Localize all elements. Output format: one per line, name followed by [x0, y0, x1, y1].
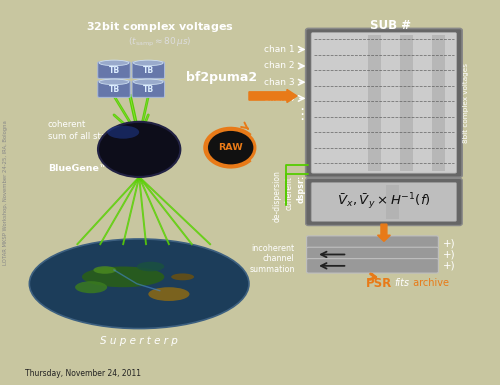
Ellipse shape	[171, 273, 194, 280]
Ellipse shape	[99, 79, 129, 85]
Text: coherent: coherent	[284, 176, 294, 211]
Text: PSR: PSR	[366, 276, 392, 290]
Text: +): +)	[442, 238, 455, 248]
Ellipse shape	[75, 281, 107, 293]
Text: TB: TB	[143, 66, 154, 75]
FancyBboxPatch shape	[306, 259, 438, 273]
Text: 8bit complex voltages: 8bit complex voltages	[464, 63, 469, 143]
Text: summation: summation	[249, 265, 294, 274]
FancyArrow shape	[378, 224, 390, 241]
Text: chan 4: chan 4	[264, 94, 294, 103]
Bar	[386, 184, 399, 219]
Text: BlueGene™: BlueGene™	[48, 164, 108, 173]
Text: SUB #: SUB #	[370, 19, 412, 32]
Ellipse shape	[107, 126, 139, 139]
Ellipse shape	[134, 60, 163, 65]
Text: ⋮: ⋮	[294, 107, 309, 122]
FancyArrow shape	[249, 89, 297, 102]
Text: bf2puma2: bf2puma2	[186, 70, 257, 84]
Text: chan 3: chan 3	[264, 78, 294, 87]
Text: fits: fits	[394, 278, 409, 288]
Ellipse shape	[99, 60, 129, 65]
Text: TB: TB	[143, 85, 154, 94]
FancyBboxPatch shape	[306, 236, 438, 250]
Ellipse shape	[82, 266, 164, 287]
Text: incoherent: incoherent	[252, 244, 294, 253]
FancyBboxPatch shape	[98, 81, 130, 97]
FancyBboxPatch shape	[311, 182, 456, 221]
FancyBboxPatch shape	[98, 62, 130, 79]
Text: $\mathbf{32}$bit complex voltages: $\mathbf{32}$bit complex voltages	[86, 20, 234, 34]
FancyBboxPatch shape	[306, 247, 438, 262]
Text: S u p e r t e r p: S u p e r t e r p	[100, 336, 178, 346]
Ellipse shape	[30, 239, 249, 328]
Text: LOTAR MKSP Workshop, November 24-25, IRA, Bologna: LOTAR MKSP Workshop, November 24-25, IRA…	[4, 120, 8, 265]
FancyBboxPatch shape	[311, 33, 456, 173]
Ellipse shape	[94, 266, 116, 274]
Ellipse shape	[148, 287, 190, 301]
Text: channel: channel	[263, 254, 294, 263]
Text: Thursday, November 24, 2011: Thursday, November 24, 2011	[25, 369, 141, 378]
Circle shape	[206, 129, 255, 166]
Text: RAW: RAW	[218, 143, 243, 152]
Text: chan 1: chan 1	[264, 45, 294, 54]
Text: chan 2: chan 2	[264, 62, 294, 70]
Text: coherent
sum of all stations: coherent sum of all stations	[48, 120, 127, 141]
Text: archive: archive	[410, 278, 449, 288]
Bar	[432, 35, 445, 171]
Bar	[368, 35, 380, 171]
Ellipse shape	[98, 122, 180, 177]
FancyBboxPatch shape	[132, 81, 164, 97]
FancyBboxPatch shape	[306, 178, 462, 226]
Text: TB: TB	[108, 85, 120, 94]
FancyBboxPatch shape	[306, 28, 462, 177]
Text: +): +)	[442, 249, 455, 259]
Text: $(t_{\rm samp}\approx 80\,\mu s)$: $(t_{\rm samp}\approx 80\,\mu s)$	[128, 36, 192, 49]
Ellipse shape	[134, 79, 163, 85]
Text: dspsr:: dspsr:	[296, 175, 305, 203]
Text: +): +)	[442, 261, 455, 271]
Text: de-dispersion: de-dispersion	[272, 170, 281, 222]
Text: $\bar{V}_x,\bar{V}_y \times H^{-1}(f)$: $\bar{V}_x,\bar{V}_y \times H^{-1}(f)$	[337, 192, 431, 212]
FancyBboxPatch shape	[132, 62, 164, 79]
Ellipse shape	[137, 262, 164, 271]
Bar	[400, 35, 412, 171]
Text: TB: TB	[108, 66, 120, 75]
